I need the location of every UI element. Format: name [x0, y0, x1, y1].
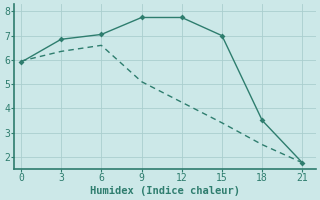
X-axis label: Humidex (Indice chaleur): Humidex (Indice chaleur): [90, 186, 240, 196]
